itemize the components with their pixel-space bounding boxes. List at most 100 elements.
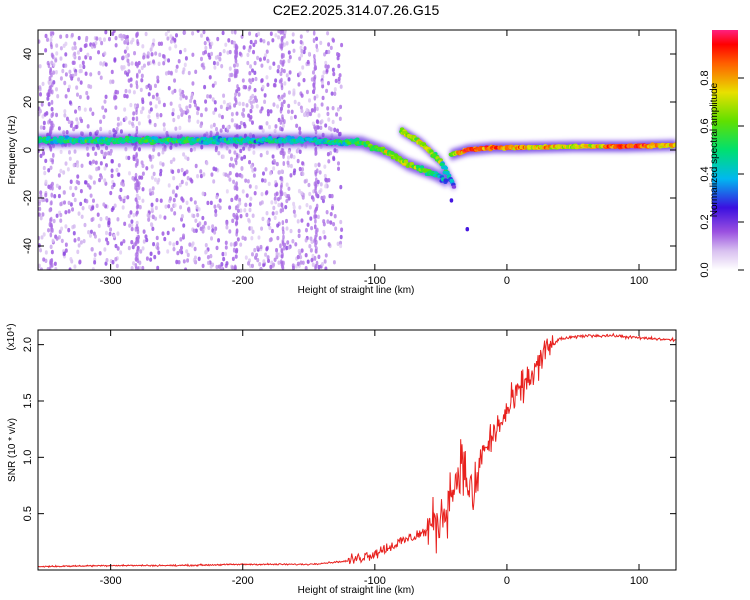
noise-point [182, 233, 186, 238]
noise-point [97, 50, 101, 55]
noise-point [113, 203, 117, 208]
colorbar-tick-label: 0.8 [699, 70, 711, 85]
noise-point [181, 89, 185, 95]
noise-point [241, 101, 245, 107]
noise-point [224, 42, 228, 47]
noise-point [308, 243, 312, 249]
noise-point [299, 34, 303, 39]
noise-point [50, 99, 54, 105]
noise-point [191, 241, 195, 246]
noise-point [92, 42, 96, 47]
noise-point [287, 58, 291, 64]
snr-plot-area [38, 330, 676, 570]
noise-point [242, 45, 246, 50]
noise-point [230, 72, 234, 78]
noise-point [333, 148, 337, 153]
noise-point [312, 30, 316, 36]
noise-point [282, 68, 286, 74]
noise-point [39, 215, 43, 221]
noise-point [85, 146, 89, 151]
noise-point [217, 264, 221, 269]
noise-point [135, 200, 139, 206]
noise-point [313, 255, 317, 261]
noise-point [140, 65, 144, 71]
noise-point [234, 53, 237, 59]
noise-point [235, 195, 238, 201]
noise-point [313, 214, 316, 220]
noise-point [124, 116, 128, 121]
noise-point [248, 202, 252, 207]
noise-point [177, 168, 181, 174]
noise-point [271, 38, 275, 43]
noise-point [313, 58, 317, 64]
noise-point [314, 162, 318, 168]
noise-point [52, 62, 56, 67]
noise-point [57, 193, 61, 199]
noise-point [319, 40, 323, 46]
noise-point [76, 121, 80, 126]
noise-point [265, 246, 269, 252]
noise-point [266, 219, 270, 224]
noise-point [201, 215, 205, 221]
noise-point [50, 258, 54, 264]
noise-point [148, 119, 152, 124]
noise-point [260, 191, 264, 197]
noise-point [122, 198, 126, 204]
noise-point [172, 117, 176, 123]
noise-point [55, 87, 59, 92]
noise-point [104, 108, 108, 113]
noise-point [80, 163, 84, 169]
noise-point [204, 99, 208, 104]
noise-point [193, 200, 197, 205]
noise-point [283, 81, 287, 86]
noise-point [126, 195, 130, 200]
noise-point [321, 74, 325, 80]
noise-point [181, 198, 185, 203]
noise-point [289, 163, 293, 169]
noise-point [172, 175, 176, 181]
noise-point [59, 201, 63, 207]
noise-point [67, 227, 71, 233]
noise-point [186, 109, 190, 114]
snr-y-label: SNR (10 * v/v) [7, 418, 18, 482]
noise-point [214, 107, 218, 112]
noise-point [313, 76, 316, 82]
noise-point [320, 80, 324, 85]
noise-point [323, 235, 327, 240]
noise-point [105, 216, 109, 221]
noise-point [81, 205, 85, 211]
noise-point [297, 101, 301, 107]
noise-point [281, 241, 285, 247]
noise-point [235, 219, 239, 225]
noise-point [315, 106, 319, 112]
noise-point [105, 230, 109, 236]
colorbar-tick-label: 0.0 [699, 262, 711, 277]
noise-point [129, 210, 133, 215]
noise-point [307, 51, 311, 57]
noise-point [239, 213, 243, 219]
noise-point [91, 146, 95, 151]
noise-point [141, 163, 145, 169]
noise-point [149, 222, 153, 227]
noise-point [129, 83, 133, 88]
noise-point [175, 240, 179, 246]
noise-point [297, 233, 301, 239]
noise-point [323, 259, 327, 264]
noise-point [148, 154, 152, 159]
noise-point [234, 205, 238, 211]
noise-point [261, 178, 265, 183]
noise-point [266, 108, 270, 114]
noise-point [149, 101, 153, 106]
noise-point [210, 41, 214, 46]
noise-point [139, 87, 143, 93]
noise-point [69, 185, 73, 191]
noise-point [313, 66, 317, 72]
noise-point [306, 259, 310, 264]
noise-point [103, 166, 107, 171]
noise-point [65, 129, 69, 135]
noise-point [72, 162, 76, 168]
noise-point [51, 227, 54, 233]
noise-point [324, 266, 328, 270]
noise-point [231, 163, 235, 168]
